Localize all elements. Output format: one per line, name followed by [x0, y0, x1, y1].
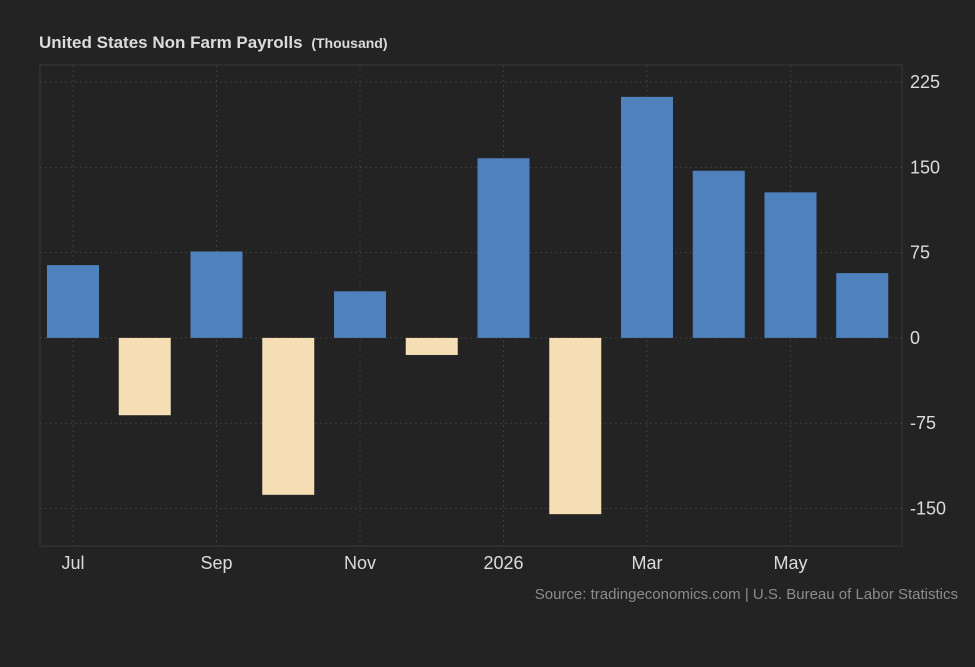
chart-unit-label: (Thousand) [311, 35, 388, 51]
bar [334, 291, 386, 338]
y-tick-label: 0 [910, 328, 920, 348]
y-tick-label: -75 [910, 413, 936, 433]
chart-title: United States Non Farm Payrolls (Thousan… [39, 33, 388, 53]
bars [47, 96, 889, 515]
bar [621, 96, 673, 338]
y-tick-label: 150 [910, 157, 940, 177]
bar [477, 158, 530, 338]
x-tick-label: Sep [200, 553, 232, 573]
bar [836, 273, 889, 338]
axes: 225 150 75 0 -75 -150 Jul Sep Nov 2026 Mar May [61, 72, 946, 573]
chart-title-text: United States Non Farm Payrolls [39, 33, 303, 52]
bar [118, 337, 171, 416]
y-tick-label: -150 [910, 498, 946, 518]
bar [405, 337, 458, 355]
x-tick-label: 2026 [483, 553, 523, 573]
x-tick-label: Mar [632, 553, 663, 573]
bar [764, 192, 817, 338]
bar [47, 265, 99, 338]
x-tick-label: Jul [61, 553, 84, 573]
y-tick-label: 75 [910, 243, 930, 263]
y-tick-label: 225 [910, 72, 940, 92]
bar [549, 337, 602, 515]
x-tick-label: May [773, 553, 807, 573]
bar [262, 337, 315, 495]
plot-frame [39, 64, 903, 547]
source-attribution: Source: tradingeconomics.com | U.S. Bure… [534, 586, 958, 603]
x-tick-label: Nov [344, 553, 376, 573]
bar [692, 170, 745, 338]
bar [190, 251, 243, 338]
